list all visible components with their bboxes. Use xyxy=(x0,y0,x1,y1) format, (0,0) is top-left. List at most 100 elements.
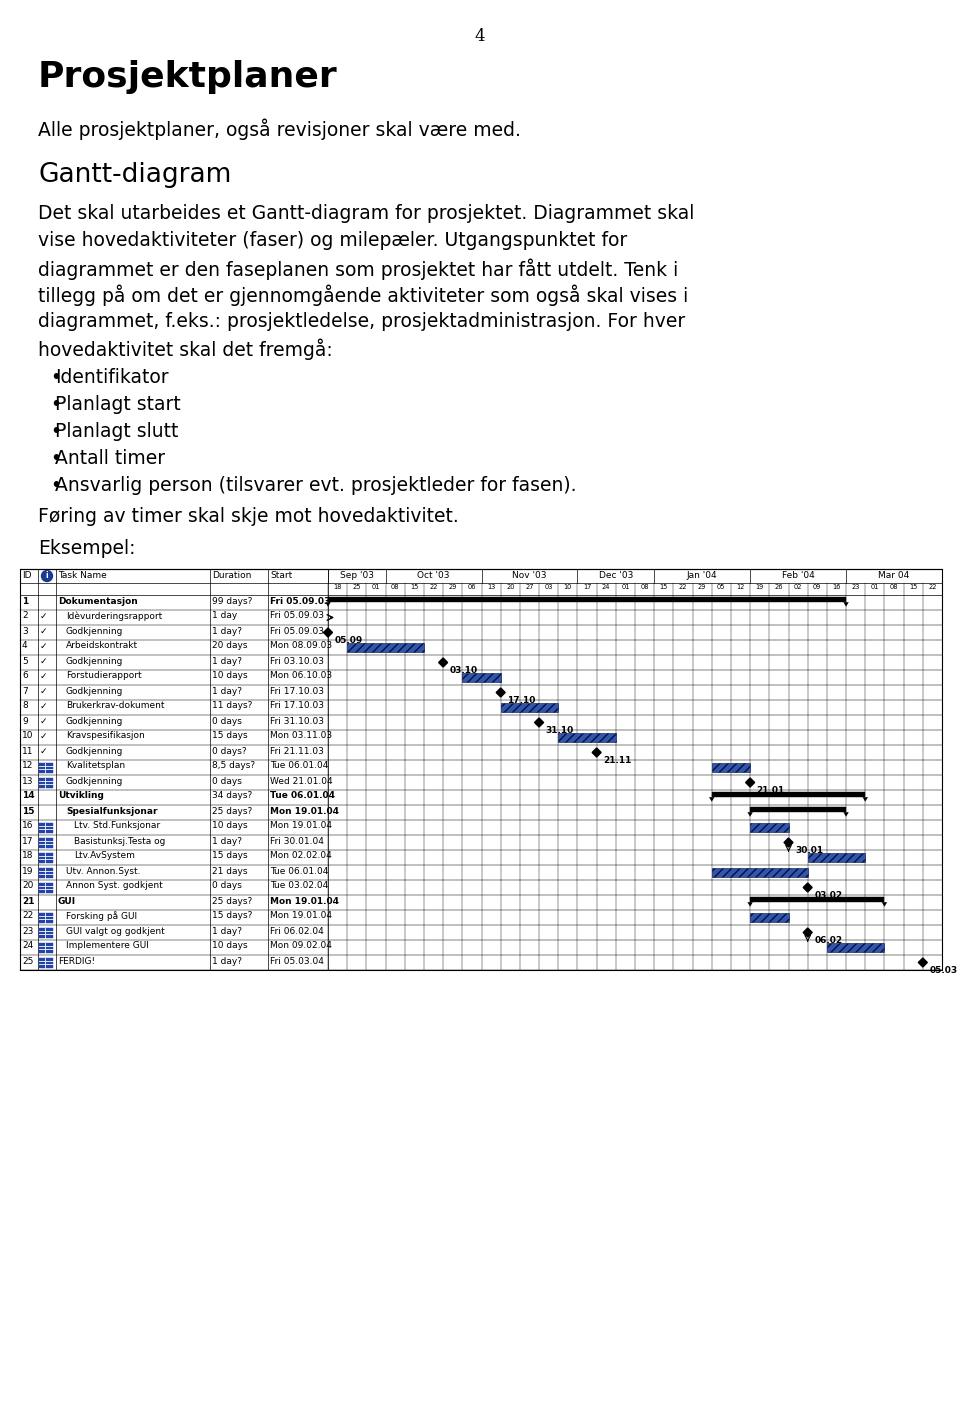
Bar xyxy=(21,910,941,925)
Text: ✓: ✓ xyxy=(40,716,47,726)
Text: Implementere GUI: Implementere GUI xyxy=(66,942,149,951)
Text: 20 days: 20 days xyxy=(212,642,248,650)
Text: 15: 15 xyxy=(22,806,35,816)
Text: 1 day?: 1 day? xyxy=(212,626,242,636)
Text: 05: 05 xyxy=(717,584,726,590)
Text: 20: 20 xyxy=(22,882,34,890)
Text: GUI: GUI xyxy=(58,897,76,906)
Bar xyxy=(827,943,884,952)
Text: 10: 10 xyxy=(564,584,572,590)
Text: 30.01: 30.01 xyxy=(795,847,823,855)
Text: 5: 5 xyxy=(22,657,28,665)
Bar xyxy=(39,852,53,862)
Text: 06: 06 xyxy=(468,584,476,590)
Text: Feb '04: Feb '04 xyxy=(781,571,814,580)
Text: 10 days: 10 days xyxy=(212,942,248,951)
Text: FERDIG!: FERDIG! xyxy=(58,956,95,966)
Bar xyxy=(39,883,53,893)
Text: Start: Start xyxy=(270,571,292,580)
Polygon shape xyxy=(748,812,753,817)
Text: 21.01: 21.01 xyxy=(756,786,785,795)
Text: Fri 30.01.04: Fri 30.01.04 xyxy=(270,837,324,845)
Text: 20: 20 xyxy=(506,584,515,590)
Text: ✓: ✓ xyxy=(40,642,47,650)
Text: Ltv. Std.Funksjonar: Ltv. Std.Funksjonar xyxy=(74,821,160,831)
Text: 11: 11 xyxy=(22,747,34,755)
Bar xyxy=(39,778,53,788)
Text: 1: 1 xyxy=(22,597,28,605)
Bar xyxy=(711,764,750,772)
Bar xyxy=(348,643,424,651)
Text: 19: 19 xyxy=(22,866,34,876)
Text: 08: 08 xyxy=(391,584,399,590)
Text: ✓: ✓ xyxy=(40,671,47,681)
Text: GUI valgt og godkjent: GUI valgt og godkjent xyxy=(66,927,165,935)
Text: Godkjenning: Godkjenning xyxy=(66,626,124,636)
Text: Tue 06.01.04: Tue 06.01.04 xyxy=(270,792,335,800)
Text: 15: 15 xyxy=(909,584,918,590)
Text: Fri 05.09.03: Fri 05.09.03 xyxy=(270,626,324,636)
Text: Planlagt slutt: Planlagt slutt xyxy=(55,423,179,441)
Text: ✓: ✓ xyxy=(40,626,47,636)
Polygon shape xyxy=(881,903,887,907)
Text: 7: 7 xyxy=(22,687,28,695)
Text: Forstudierapport: Forstudierapport xyxy=(66,671,142,681)
Text: 08: 08 xyxy=(640,584,649,590)
Text: 18: 18 xyxy=(333,584,342,590)
Text: Mon 06.10.03: Mon 06.10.03 xyxy=(270,671,332,681)
Text: 15: 15 xyxy=(660,584,668,590)
Text: vise hovedaktiviteter (faser) og milepæler. Utgangspunktet for: vise hovedaktiviteter (faser) og milepæl… xyxy=(38,232,627,250)
Text: Føring av timer skal skje mot hovedaktivitet.: Føring av timer skal skje mot hovedaktiv… xyxy=(38,507,459,526)
Polygon shape xyxy=(844,602,849,607)
Text: 03: 03 xyxy=(544,584,553,590)
Bar xyxy=(750,806,846,812)
Text: 3: 3 xyxy=(22,626,28,636)
Text: Eksempel:: Eksempel: xyxy=(38,539,135,557)
Text: 10 days: 10 days xyxy=(212,821,248,831)
Text: 13: 13 xyxy=(22,776,34,785)
Text: 01: 01 xyxy=(372,584,380,590)
Text: Mon 09.02.04: Mon 09.02.04 xyxy=(270,942,332,951)
Text: Fri 05.09.03: Fri 05.09.03 xyxy=(270,612,324,621)
Text: 16: 16 xyxy=(22,821,34,831)
Polygon shape xyxy=(784,838,793,847)
Text: 10: 10 xyxy=(22,731,34,740)
Text: Prosjektplaner: Prosjektplaner xyxy=(38,60,338,94)
Text: 1 day: 1 day xyxy=(212,612,237,621)
Bar xyxy=(807,854,865,862)
Text: 21 days: 21 days xyxy=(212,866,248,876)
Text: Tue 06.01.04: Tue 06.01.04 xyxy=(270,866,328,876)
Text: 17: 17 xyxy=(22,837,34,845)
Bar xyxy=(750,897,884,903)
Bar xyxy=(559,733,615,741)
Text: 17.10: 17.10 xyxy=(507,696,536,705)
Text: Sep '03: Sep '03 xyxy=(340,571,373,580)
Text: Kravspesifikasjon: Kravspesifikasjon xyxy=(66,731,145,740)
Text: ID: ID xyxy=(22,571,32,580)
Text: 23: 23 xyxy=(22,927,34,935)
Text: 12: 12 xyxy=(22,761,34,771)
Bar xyxy=(39,838,53,848)
Bar xyxy=(21,640,941,656)
Text: 25 days?: 25 days? xyxy=(212,806,252,816)
Text: 15 days?: 15 days? xyxy=(212,911,252,921)
Text: ✓: ✓ xyxy=(40,612,47,621)
Text: Fri 21.11.03: Fri 21.11.03 xyxy=(270,747,324,755)
Bar xyxy=(328,597,846,602)
Text: 26: 26 xyxy=(775,584,783,590)
Text: Mon 08.09.03: Mon 08.09.03 xyxy=(270,642,332,650)
Text: Mon 19.01.04: Mon 19.01.04 xyxy=(270,806,339,816)
Text: Fri 05.03.04: Fri 05.03.04 xyxy=(270,956,324,966)
Text: Annon Syst. godkjent: Annon Syst. godkjent xyxy=(66,882,163,890)
Bar xyxy=(21,880,941,894)
Bar xyxy=(39,958,53,967)
Text: 02: 02 xyxy=(794,584,803,590)
Text: 11 days?: 11 days? xyxy=(212,702,252,710)
Text: Godkjenning: Godkjenning xyxy=(66,657,124,665)
Text: Godkjenning: Godkjenning xyxy=(66,747,124,755)
Text: 22: 22 xyxy=(22,911,34,921)
Text: Fri 06.02.04: Fri 06.02.04 xyxy=(270,927,324,935)
Text: 1 day?: 1 day? xyxy=(212,927,242,935)
Bar xyxy=(20,569,942,970)
Bar xyxy=(21,611,941,625)
